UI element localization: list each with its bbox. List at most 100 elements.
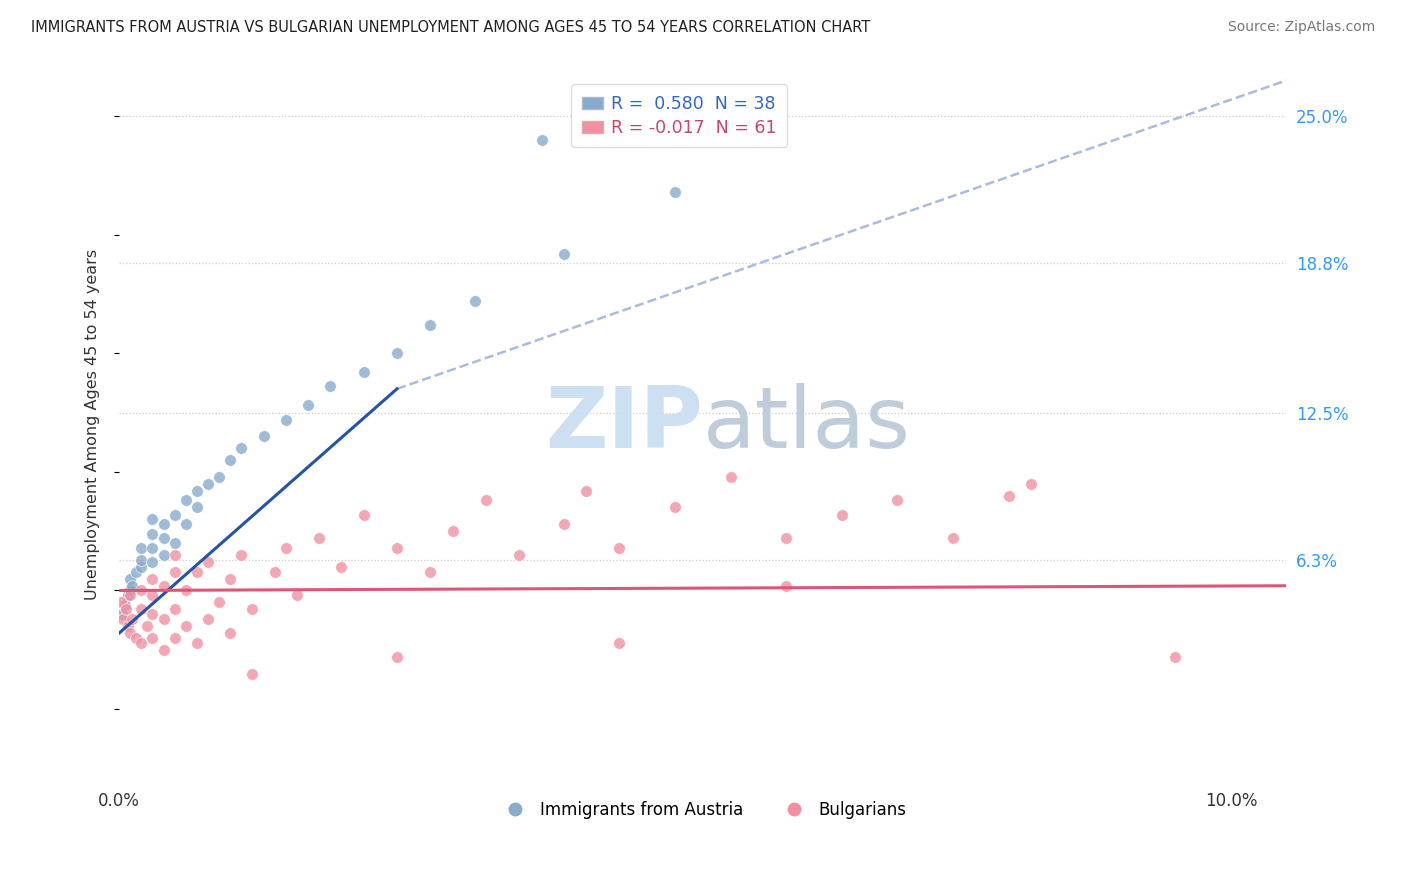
Point <box>219 453 242 467</box>
Point <box>553 246 575 260</box>
Point <box>530 133 553 147</box>
Point <box>274 412 297 426</box>
Point <box>197 612 219 626</box>
Point <box>121 579 143 593</box>
Point <box>174 493 197 508</box>
Point <box>117 588 139 602</box>
Point <box>163 536 186 550</box>
Point <box>129 583 152 598</box>
Point <box>231 441 253 455</box>
Point <box>775 579 797 593</box>
Point <box>419 318 441 332</box>
Point <box>319 379 342 393</box>
Point <box>353 508 375 522</box>
Point <box>553 517 575 532</box>
Point <box>609 541 631 555</box>
Point <box>129 541 152 555</box>
Point <box>163 565 186 579</box>
Point <box>174 517 197 532</box>
Point <box>141 588 163 602</box>
Point <box>508 548 530 562</box>
Point <box>112 612 135 626</box>
Point <box>120 572 142 586</box>
Point <box>886 493 908 508</box>
Point <box>141 541 163 555</box>
Point <box>141 607 163 622</box>
Point <box>208 595 231 609</box>
Point <box>353 365 375 379</box>
Point <box>252 429 274 443</box>
Point <box>197 476 219 491</box>
Text: Source: ZipAtlas.com: Source: ZipAtlas.com <box>1227 20 1375 34</box>
Point <box>330 559 353 574</box>
Point <box>297 399 319 413</box>
Point <box>125 565 148 579</box>
Point <box>385 346 408 360</box>
Legend: Immigrants from Austria, Bulgarians: Immigrants from Austria, Bulgarians <box>492 794 914 825</box>
Point <box>121 612 143 626</box>
Text: atlas: atlas <box>703 383 911 466</box>
Point <box>231 548 253 562</box>
Point <box>141 572 163 586</box>
Point <box>263 565 285 579</box>
Point <box>285 588 308 602</box>
Point <box>174 583 197 598</box>
Point <box>186 483 208 498</box>
Point <box>219 626 242 640</box>
Point <box>120 626 142 640</box>
Point <box>120 583 142 598</box>
Point <box>163 602 186 616</box>
Text: IMMIGRANTS FROM AUSTRIA VS BULGARIAN UNEMPLOYMENT AMONG AGES 45 TO 54 YEARS CORR: IMMIGRANTS FROM AUSTRIA VS BULGARIAN UNE… <box>31 20 870 35</box>
Point <box>152 642 174 657</box>
Point <box>114 602 136 616</box>
Point <box>664 185 686 199</box>
Point <box>997 489 1019 503</box>
Point <box>242 602 264 616</box>
Point <box>152 548 174 562</box>
Point <box>609 636 631 650</box>
Point <box>129 602 152 616</box>
Point <box>219 572 242 586</box>
Point <box>152 612 174 626</box>
Point <box>141 555 163 569</box>
Point <box>464 293 486 308</box>
Point <box>110 595 132 609</box>
Point <box>114 598 136 612</box>
Point <box>385 649 408 664</box>
Point <box>186 500 208 515</box>
Point <box>141 512 163 526</box>
Point <box>186 636 208 650</box>
Point <box>1164 649 1187 664</box>
Point <box>385 541 408 555</box>
Point <box>129 552 152 566</box>
Point <box>152 579 174 593</box>
Point <box>117 619 139 633</box>
Point <box>186 565 208 579</box>
Point <box>475 493 498 508</box>
Point <box>1019 476 1042 491</box>
Point <box>197 555 219 569</box>
Point <box>129 559 152 574</box>
Point <box>163 631 186 645</box>
Point <box>242 666 264 681</box>
Point <box>141 631 163 645</box>
Point <box>111 607 134 622</box>
Point <box>208 469 231 483</box>
Point <box>664 500 686 515</box>
Point <box>152 531 174 545</box>
Y-axis label: Unemployment Among Ages 45 to 54 years: Unemployment Among Ages 45 to 54 years <box>86 249 100 600</box>
Point <box>274 541 297 555</box>
Point <box>163 548 186 562</box>
Point <box>125 631 148 645</box>
Point <box>141 526 163 541</box>
Point <box>831 508 853 522</box>
Point <box>308 531 330 545</box>
Point <box>174 619 197 633</box>
Point <box>775 531 797 545</box>
Point <box>152 517 174 532</box>
Point <box>163 508 186 522</box>
Point <box>942 531 965 545</box>
Point <box>135 619 157 633</box>
Point <box>575 483 598 498</box>
Text: ZIP: ZIP <box>546 383 703 466</box>
